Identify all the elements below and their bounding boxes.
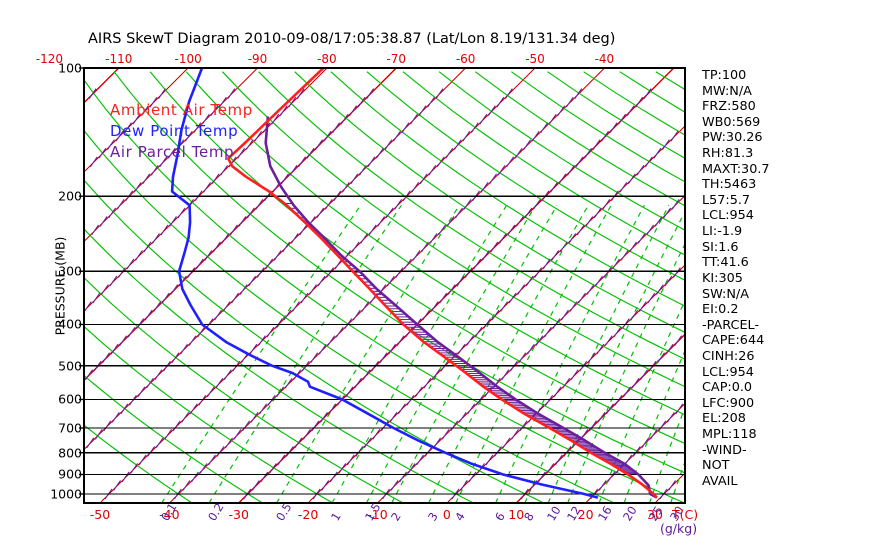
sounding-index: LI:-1.9 [702, 224, 743, 240]
bottom-temp-tick: -50 [89, 507, 111, 522]
sounding-index: EI:0.2 [702, 302, 739, 318]
top-temp-tick: -110 [105, 52, 133, 66]
bottom-temp-tick: 20 [577, 507, 594, 522]
legend-air-parcel-temp: Air Parcel Temp [110, 143, 235, 161]
top-temp-tick: -80 [317, 52, 337, 66]
sounding-index: PW:30.26 [702, 130, 763, 146]
sounding-index: CAPE:644 [702, 333, 765, 349]
top-temp-tick: -100 [174, 52, 202, 66]
sounding-index: -WIND- [702, 442, 747, 458]
sounding-index: LCL:954 [702, 364, 754, 380]
sounding-index: LCL:954 [702, 208, 754, 224]
sounding-index: FRZ:580 [702, 99, 756, 115]
top-temp-tick: -50 [525, 52, 545, 66]
x-axis-label-mixing: (g/kg) [660, 521, 698, 536]
pressure-tick: 800 [58, 445, 82, 461]
sounding-index: CINH:26 [702, 348, 755, 364]
pressure-tick: 500 [58, 358, 82, 374]
bottom-temp-tick: -30 [228, 507, 249, 522]
sounding-index: EL:208 [702, 411, 746, 427]
sounding-index: TP:100 [702, 68, 747, 83]
sounding-index: KI:305 [702, 270, 743, 286]
sounding-index: RH:81.3 [702, 146, 754, 162]
pressure-tick: 700 [58, 420, 82, 436]
top-temp-tick: -120 [35, 52, 63, 66]
pressure-tick: 1000 [50, 486, 82, 502]
sounding-index: SW:N/A [702, 286, 749, 302]
sounding-index: MW:N/A [702, 83, 752, 99]
sounding-index: CAP:0.0 [702, 380, 753, 396]
sounding-index: TT:41.6 [702, 255, 749, 271]
bottom-temp-tick: 0 [442, 507, 451, 522]
bottom-temp-tick: 30 [647, 507, 663, 522]
sounding-indices-panel: TP:100 MW:N/A FRZ:580 WB0:569 PW:30.26 RH:81.… [702, 68, 852, 489]
legend-dew-point-temp: Dew Point Temp [110, 122, 239, 140]
pressure-tick: 300 [58, 263, 82, 279]
sounding-index: AVAIL [702, 473, 738, 489]
top-temp-tick: -40 [594, 52, 615, 66]
sounding-index: SI:1.6 [702, 239, 739, 255]
pressure-tick: 900 [58, 466, 82, 482]
sounding-index: MPL:118 [702, 427, 757, 443]
pressure-tick: 100 [58, 60, 82, 76]
pressure-tick: 400 [58, 316, 82, 332]
legend-ambient-air-temp: Ambient Air Temp [110, 101, 253, 119]
sounding-index: -PARCEL- [702, 317, 760, 333]
sounding-index: L57:5.7 [702, 192, 751, 208]
sounding-index: NOT [702, 458, 730, 474]
pressure-tick: 200 [58, 188, 82, 204]
sounding-index: TH:5463 [702, 177, 757, 193]
page-title: AIRS SkewT Diagram 2010-09-08/17:05:38.8… [88, 31, 616, 47]
top-temp-tick: -90 [247, 52, 268, 66]
bottom-temp-tick: -10 [367, 507, 388, 522]
bottom-temp-tick: 10 [508, 507, 525, 522]
pressure-tick: 600 [58, 391, 82, 407]
bottom-temp-tick: -40 [159, 507, 180, 522]
sounding-index: LFC:900 [702, 395, 755, 411]
bottom-temp-tick: -20 [297, 507, 319, 522]
top-temp-tick: -60 [455, 52, 476, 66]
sounding-index: MAXT:30.7 [702, 161, 770, 177]
top-temp-tick: -70 [386, 52, 407, 66]
x-axis-label-temp: T(C) [672, 507, 699, 522]
sounding-index: WB0:569 [702, 114, 761, 130]
